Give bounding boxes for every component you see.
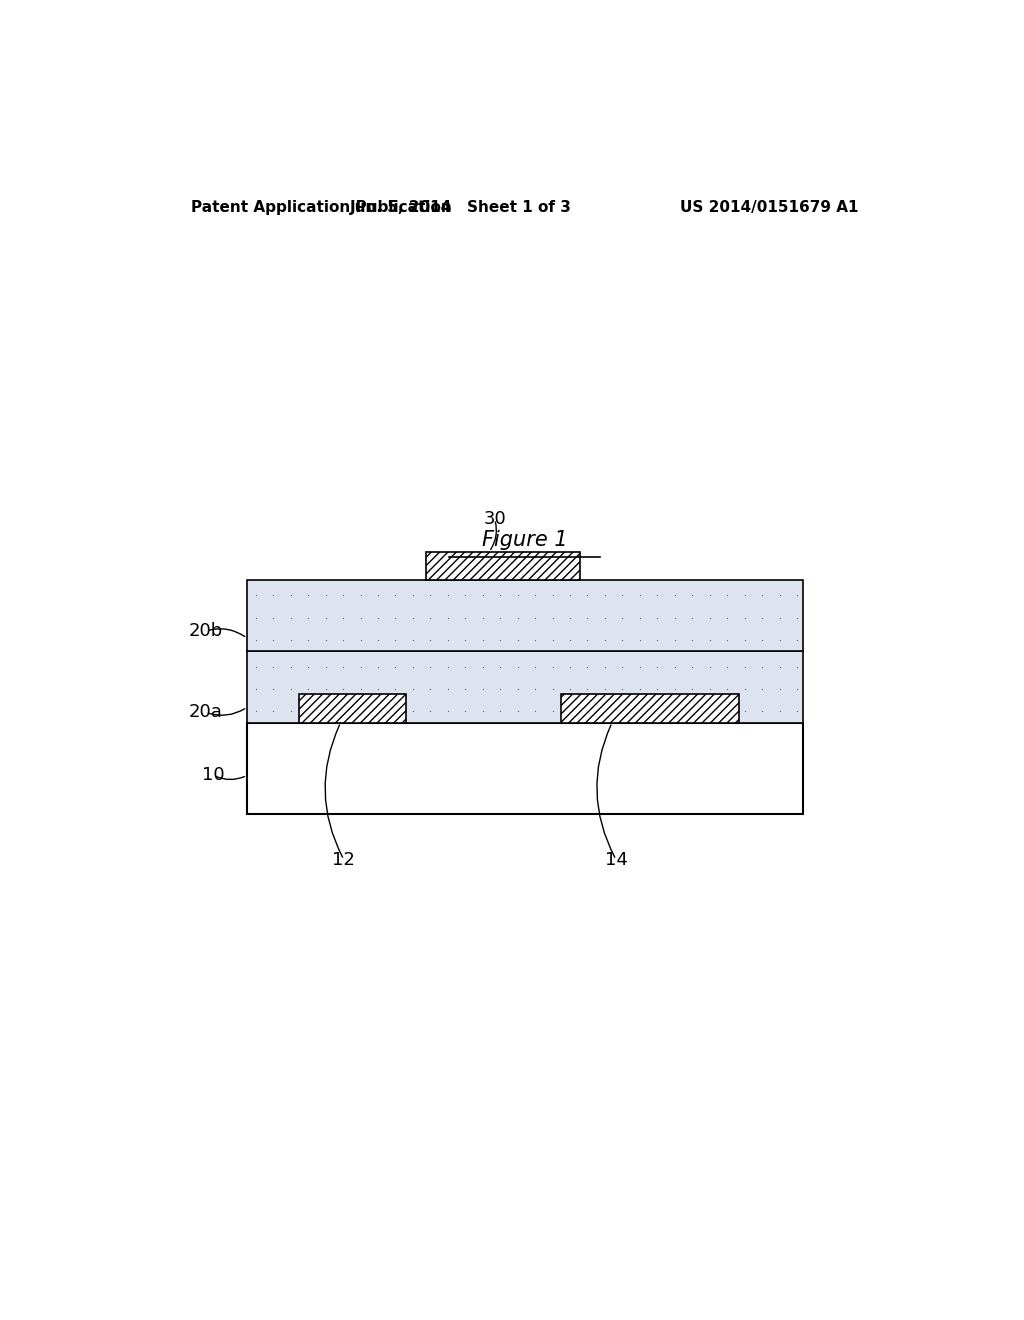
Text: 10: 10 xyxy=(203,767,225,784)
Text: 30: 30 xyxy=(483,511,506,528)
Bar xyxy=(560,694,739,722)
Text: Patent Application Publication: Patent Application Publication xyxy=(191,199,453,215)
Bar xyxy=(299,694,406,722)
Text: 12: 12 xyxy=(333,850,355,869)
Bar xyxy=(247,722,803,814)
Text: Figure 1: Figure 1 xyxy=(482,529,567,549)
Text: 20b: 20b xyxy=(188,622,223,640)
Text: 20a: 20a xyxy=(188,704,222,721)
Bar xyxy=(247,581,803,651)
Text: 14: 14 xyxy=(604,850,628,869)
Text: US 2014/0151679 A1: US 2014/0151679 A1 xyxy=(680,199,858,215)
Text: Jun. 5, 2014   Sheet 1 of 3: Jun. 5, 2014 Sheet 1 of 3 xyxy=(350,199,572,215)
Bar xyxy=(247,651,803,722)
Bar xyxy=(426,552,581,581)
